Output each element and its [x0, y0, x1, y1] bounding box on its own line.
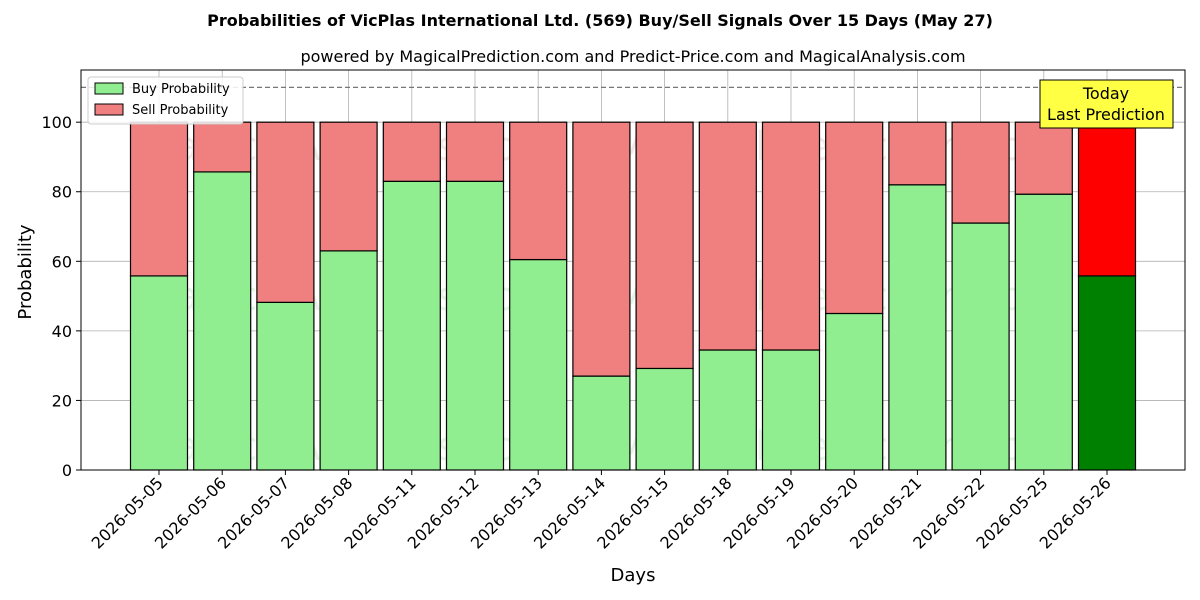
legend-label-sell: Sell Probability — [132, 103, 229, 118]
bar-sell — [193, 121, 252, 173]
legend: Buy Probability Sell Probability — [87, 76, 244, 125]
y-axis-label: Probability — [15, 224, 36, 319]
annotation-line1: Today — [1082, 84, 1129, 103]
annotation-line2: Last Prediction — [1047, 105, 1165, 124]
bar-sell — [1077, 121, 1137, 277]
bar-buy — [698, 349, 757, 471]
bar-sell — [825, 121, 884, 315]
y-tick-label: 100 — [41, 113, 72, 132]
bar-buy — [129, 275, 189, 471]
bar-sell — [1014, 121, 1073, 195]
y-ticks-layer: 0 20 40 60 80 100 — [41, 113, 81, 480]
y-tick-label: 40 — [52, 322, 72, 341]
plot-frame — [80, 69, 1186, 471]
bar-sell — [951, 121, 1010, 224]
bar-buy — [572, 375, 631, 471]
bar-buy — [193, 171, 252, 471]
legend-label-buy: Buy Probability — [132, 82, 230, 97]
legend-frame — [87, 76, 244, 125]
bar-buy — [319, 250, 378, 471]
bar-sell — [319, 121, 378, 252]
y-tick-label: 60 — [52, 252, 72, 271]
bar-sell — [888, 121, 947, 186]
today-annotation: Today Last Prediction — [1039, 79, 1174, 129]
bar-buy — [382, 180, 441, 471]
bar-buy — [888, 184, 947, 471]
bar-sell — [635, 121, 694, 370]
bar-sell — [129, 121, 189, 277]
bar-sell — [445, 121, 505, 182]
chart-subtitle: powered by MagicalPrediction.com and Pre… — [300, 47, 965, 66]
bar-sell — [382, 121, 441, 182]
bar-sell — [761, 121, 821, 351]
bar-sell — [256, 121, 315, 303]
legend-swatch-sell — [94, 103, 124, 116]
bar-buy — [761, 349, 821, 471]
y-tick-label: 20 — [52, 391, 72, 410]
legend-swatch-buy — [94, 82, 124, 95]
bar-buy — [951, 222, 1010, 471]
annotation-box — [1039, 79, 1174, 129]
bar-buy — [445, 180, 505, 471]
bar-sell — [698, 121, 757, 351]
bar-buy — [635, 367, 694, 471]
bar-buy — [825, 312, 884, 471]
bars-layer — [129, 121, 1137, 471]
bar-sell — [572, 121, 631, 377]
x-ticks-layer: 2026-05-052026-05-062026-05-072026-05-08… — [88, 470, 1115, 553]
x-axis-label: Days — [611, 565, 656, 586]
bar-buy — [1014, 193, 1073, 471]
chart-title: Probabilities of VicPlas International L… — [207, 11, 993, 30]
y-tick-label: 0 — [62, 461, 72, 480]
bar-buy — [509, 258, 568, 471]
bar-buy — [256, 301, 315, 471]
bar-buy — [1077, 275, 1137, 471]
y-tick-label: 80 — [52, 183, 72, 202]
axes-layer — [80, 69, 1186, 471]
bar-sell — [509, 121, 568, 261]
